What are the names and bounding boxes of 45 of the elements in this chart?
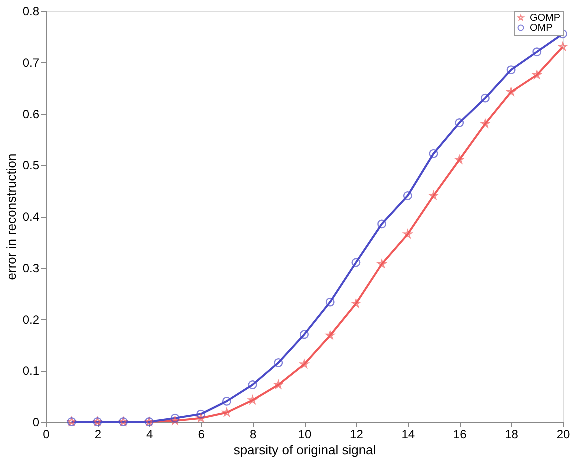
point (558, 42, 568, 51)
y-tick-label: 0.3 (22, 261, 40, 276)
point (222, 396, 232, 406)
x-tick-label: 8 (250, 428, 257, 442)
point (429, 191, 438, 200)
point (352, 258, 361, 268)
y-tick-label: 0.5 (22, 158, 40, 173)
x-tick-label: 10 (298, 428, 312, 442)
x-tick-label: 16 (453, 428, 468, 442)
y-tick-label: 0 (32, 416, 40, 430)
point (222, 408, 232, 416)
point (480, 94, 490, 103)
legend-label: OMP (530, 23, 554, 34)
point (378, 220, 387, 229)
point (170, 414, 180, 423)
point (532, 48, 542, 57)
point (300, 330, 309, 340)
x-tick-label: 6 (198, 428, 206, 442)
x-tick-label: 4 (146, 428, 154, 442)
x-tick-label: 18 (505, 428, 519, 442)
point (326, 298, 335, 307)
x-tick-label: 2 (94, 428, 102, 442)
x-tick-label: 12 (350, 428, 364, 442)
point (196, 414, 206, 422)
legend-label: GOMP (530, 13, 561, 24)
y-tick-label: 0.6 (22, 107, 40, 122)
point (429, 149, 438, 158)
point (274, 358, 284, 368)
y-axis-title: error in reconstruction (4, 154, 19, 280)
y-tick-label: 0.7 (22, 56, 40, 70)
point (248, 380, 258, 390)
y-tick-label: 0.2 (22, 312, 40, 327)
point (300, 360, 309, 368)
y-tick-label: 0.8 (22, 4, 40, 18)
y-tick-label: 0.4 (22, 210, 40, 224)
point (196, 410, 206, 419)
x-tick-label: 20 (556, 428, 570, 442)
x-tick-label: 14 (402, 428, 416, 442)
point (506, 66, 516, 75)
point (455, 118, 464, 128)
x-axis-title: sparsity of original signal (234, 442, 376, 458)
y-tick-label: 0.1 (22, 364, 40, 378)
point (378, 260, 386, 268)
x-tick-label: 0 (43, 428, 50, 442)
point (403, 191, 412, 200)
